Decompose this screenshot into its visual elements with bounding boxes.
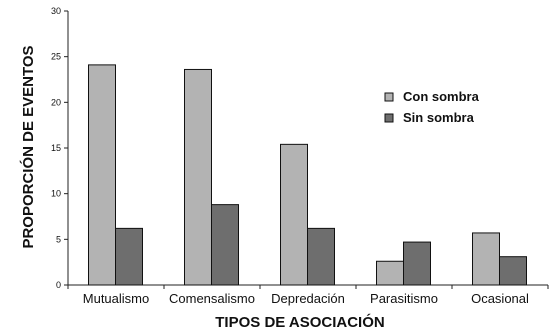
y-tick-label: 10 [51, 189, 61, 199]
bar-con-sombra [280, 143, 308, 286]
legend-swatch [384, 113, 394, 123]
bar-sin-sombra [499, 256, 527, 286]
bar-con-sombra [472, 232, 500, 286]
x-tick-label: Mutualismo [83, 291, 149, 306]
y-tick-label: 5 [56, 234, 61, 244]
bar-con-sombra [88, 64, 116, 286]
bar-con-sombra [184, 68, 212, 286]
bar-sin-sombra [307, 227, 335, 286]
y-tick-label: 30 [51, 6, 61, 16]
y-tick-label: 15 [51, 143, 61, 153]
x-tick-label: Comensalismo [169, 291, 255, 306]
x-tick-label: Parasitismo [370, 291, 438, 306]
y-axis-title: PROPORCIÓN DE EVENTOS [19, 45, 37, 248]
legend-label: Con sombra [403, 89, 480, 104]
legend-swatch [384, 92, 394, 102]
plot-area: 0 5 10 15 20 25 30 Mutualismo Comensalismo Depred… [51, 6, 549, 306]
x-tick-label: Depredación [271, 291, 345, 306]
bar-sin-sombra [211, 204, 239, 286]
legend: Con sombra Sin sombra [384, 89, 480, 125]
y-tick-label: 25 [51, 52, 61, 62]
bar-sin-sombra [403, 241, 431, 286]
bar-con-sombra [376, 260, 404, 286]
y-tick-label: 20 [51, 97, 61, 107]
y-tick-label: 0 [56, 280, 61, 290]
x-axis-title: TIPOS DE ASOCIACIÓN [215, 313, 384, 331]
bar-sin-sombra [115, 227, 143, 286]
legend-label: Sin sombra [403, 110, 475, 125]
x-tick-label: Ocasional [471, 291, 529, 306]
